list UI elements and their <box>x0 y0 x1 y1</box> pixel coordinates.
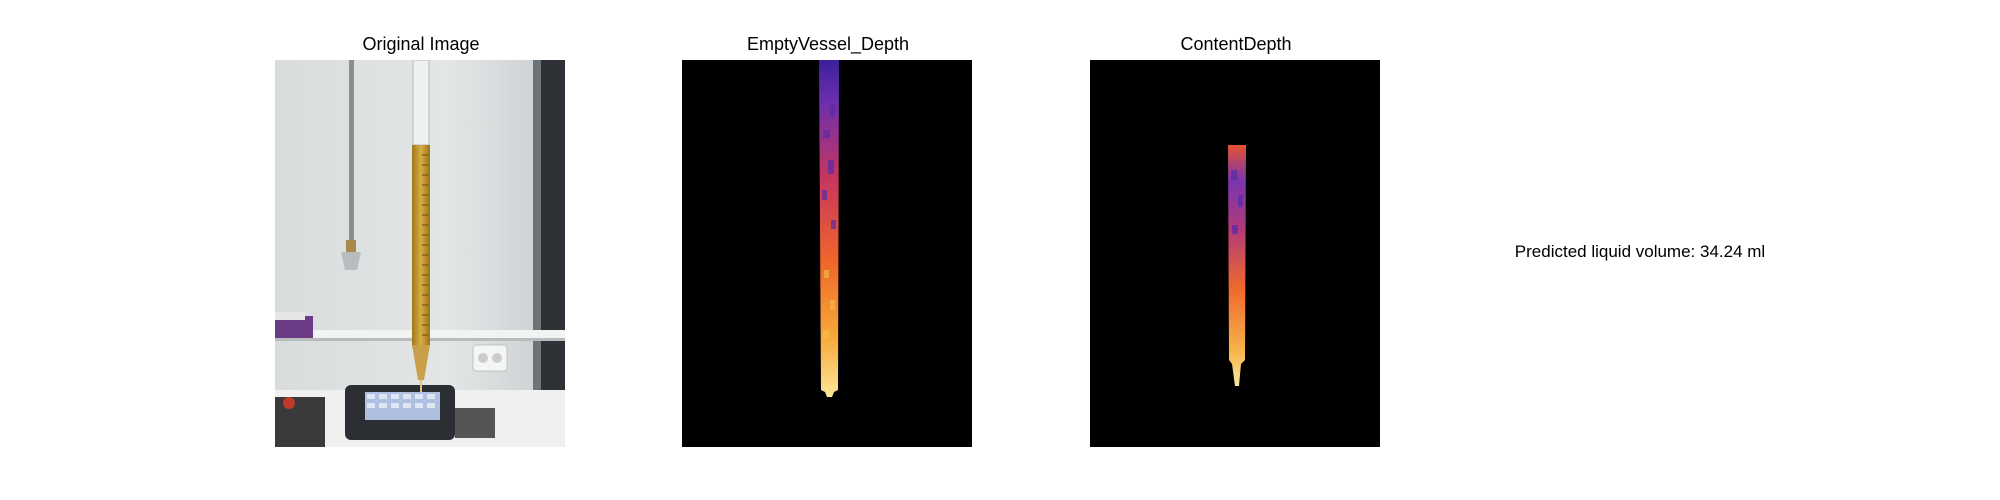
panel-title-empty-vessel-depth: EmptyVessel_Depth <box>746 34 910 54</box>
predicted-volume-text: Predicted liquid volume: 34.24 ml <box>1514 242 1766 261</box>
empty-vessel-depth-map <box>682 60 972 447</box>
content-depth-map <box>1090 60 1380 447</box>
panel-title-original: Original Image <box>362 34 480 54</box>
panel-title-content-depth: ContentDepth <box>1180 34 1292 54</box>
original-image <box>275 60 565 447</box>
